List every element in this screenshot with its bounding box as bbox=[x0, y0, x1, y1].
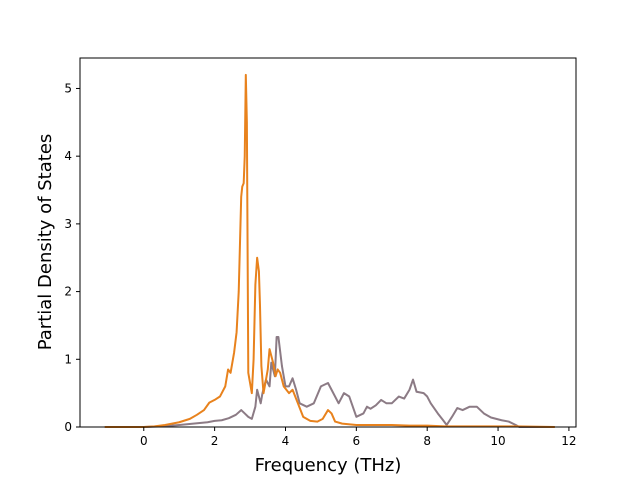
x-tick-label: 0 bbox=[140, 434, 148, 448]
x-axis-label: Frequency (THz) bbox=[255, 455, 402, 476]
series-line-1 bbox=[104, 335, 555, 428]
y-tick-label: 5 bbox=[64, 81, 72, 95]
y-tick-label: 4 bbox=[64, 149, 72, 163]
x-tick-label: 10 bbox=[490, 434, 505, 448]
y-axis-label: Partial Density of States bbox=[35, 134, 56, 351]
y-tick-label: 3 bbox=[64, 217, 72, 231]
x-axis-ticks: 0 2 4 6 8 10 12 bbox=[140, 427, 577, 448]
x-tick-label: 6 bbox=[353, 434, 361, 448]
x-tick-label: 8 bbox=[423, 434, 431, 448]
x-tick-label: 2 bbox=[211, 434, 219, 448]
y-tick-label: 1 bbox=[64, 352, 72, 366]
plot-frame bbox=[79, 57, 577, 428]
x-tick-label: 4 bbox=[282, 434, 290, 448]
y-axis-ticks: 0 1 2 3 4 5 bbox=[64, 81, 80, 434]
series-layer bbox=[104, 73, 555, 428]
series-line-2 bbox=[104, 73, 555, 428]
plot-background bbox=[80, 58, 576, 427]
x-tick-label: 12 bbox=[561, 434, 576, 448]
y-tick-label: 0 bbox=[64, 420, 72, 434]
y-tick-label: 2 bbox=[64, 285, 72, 299]
